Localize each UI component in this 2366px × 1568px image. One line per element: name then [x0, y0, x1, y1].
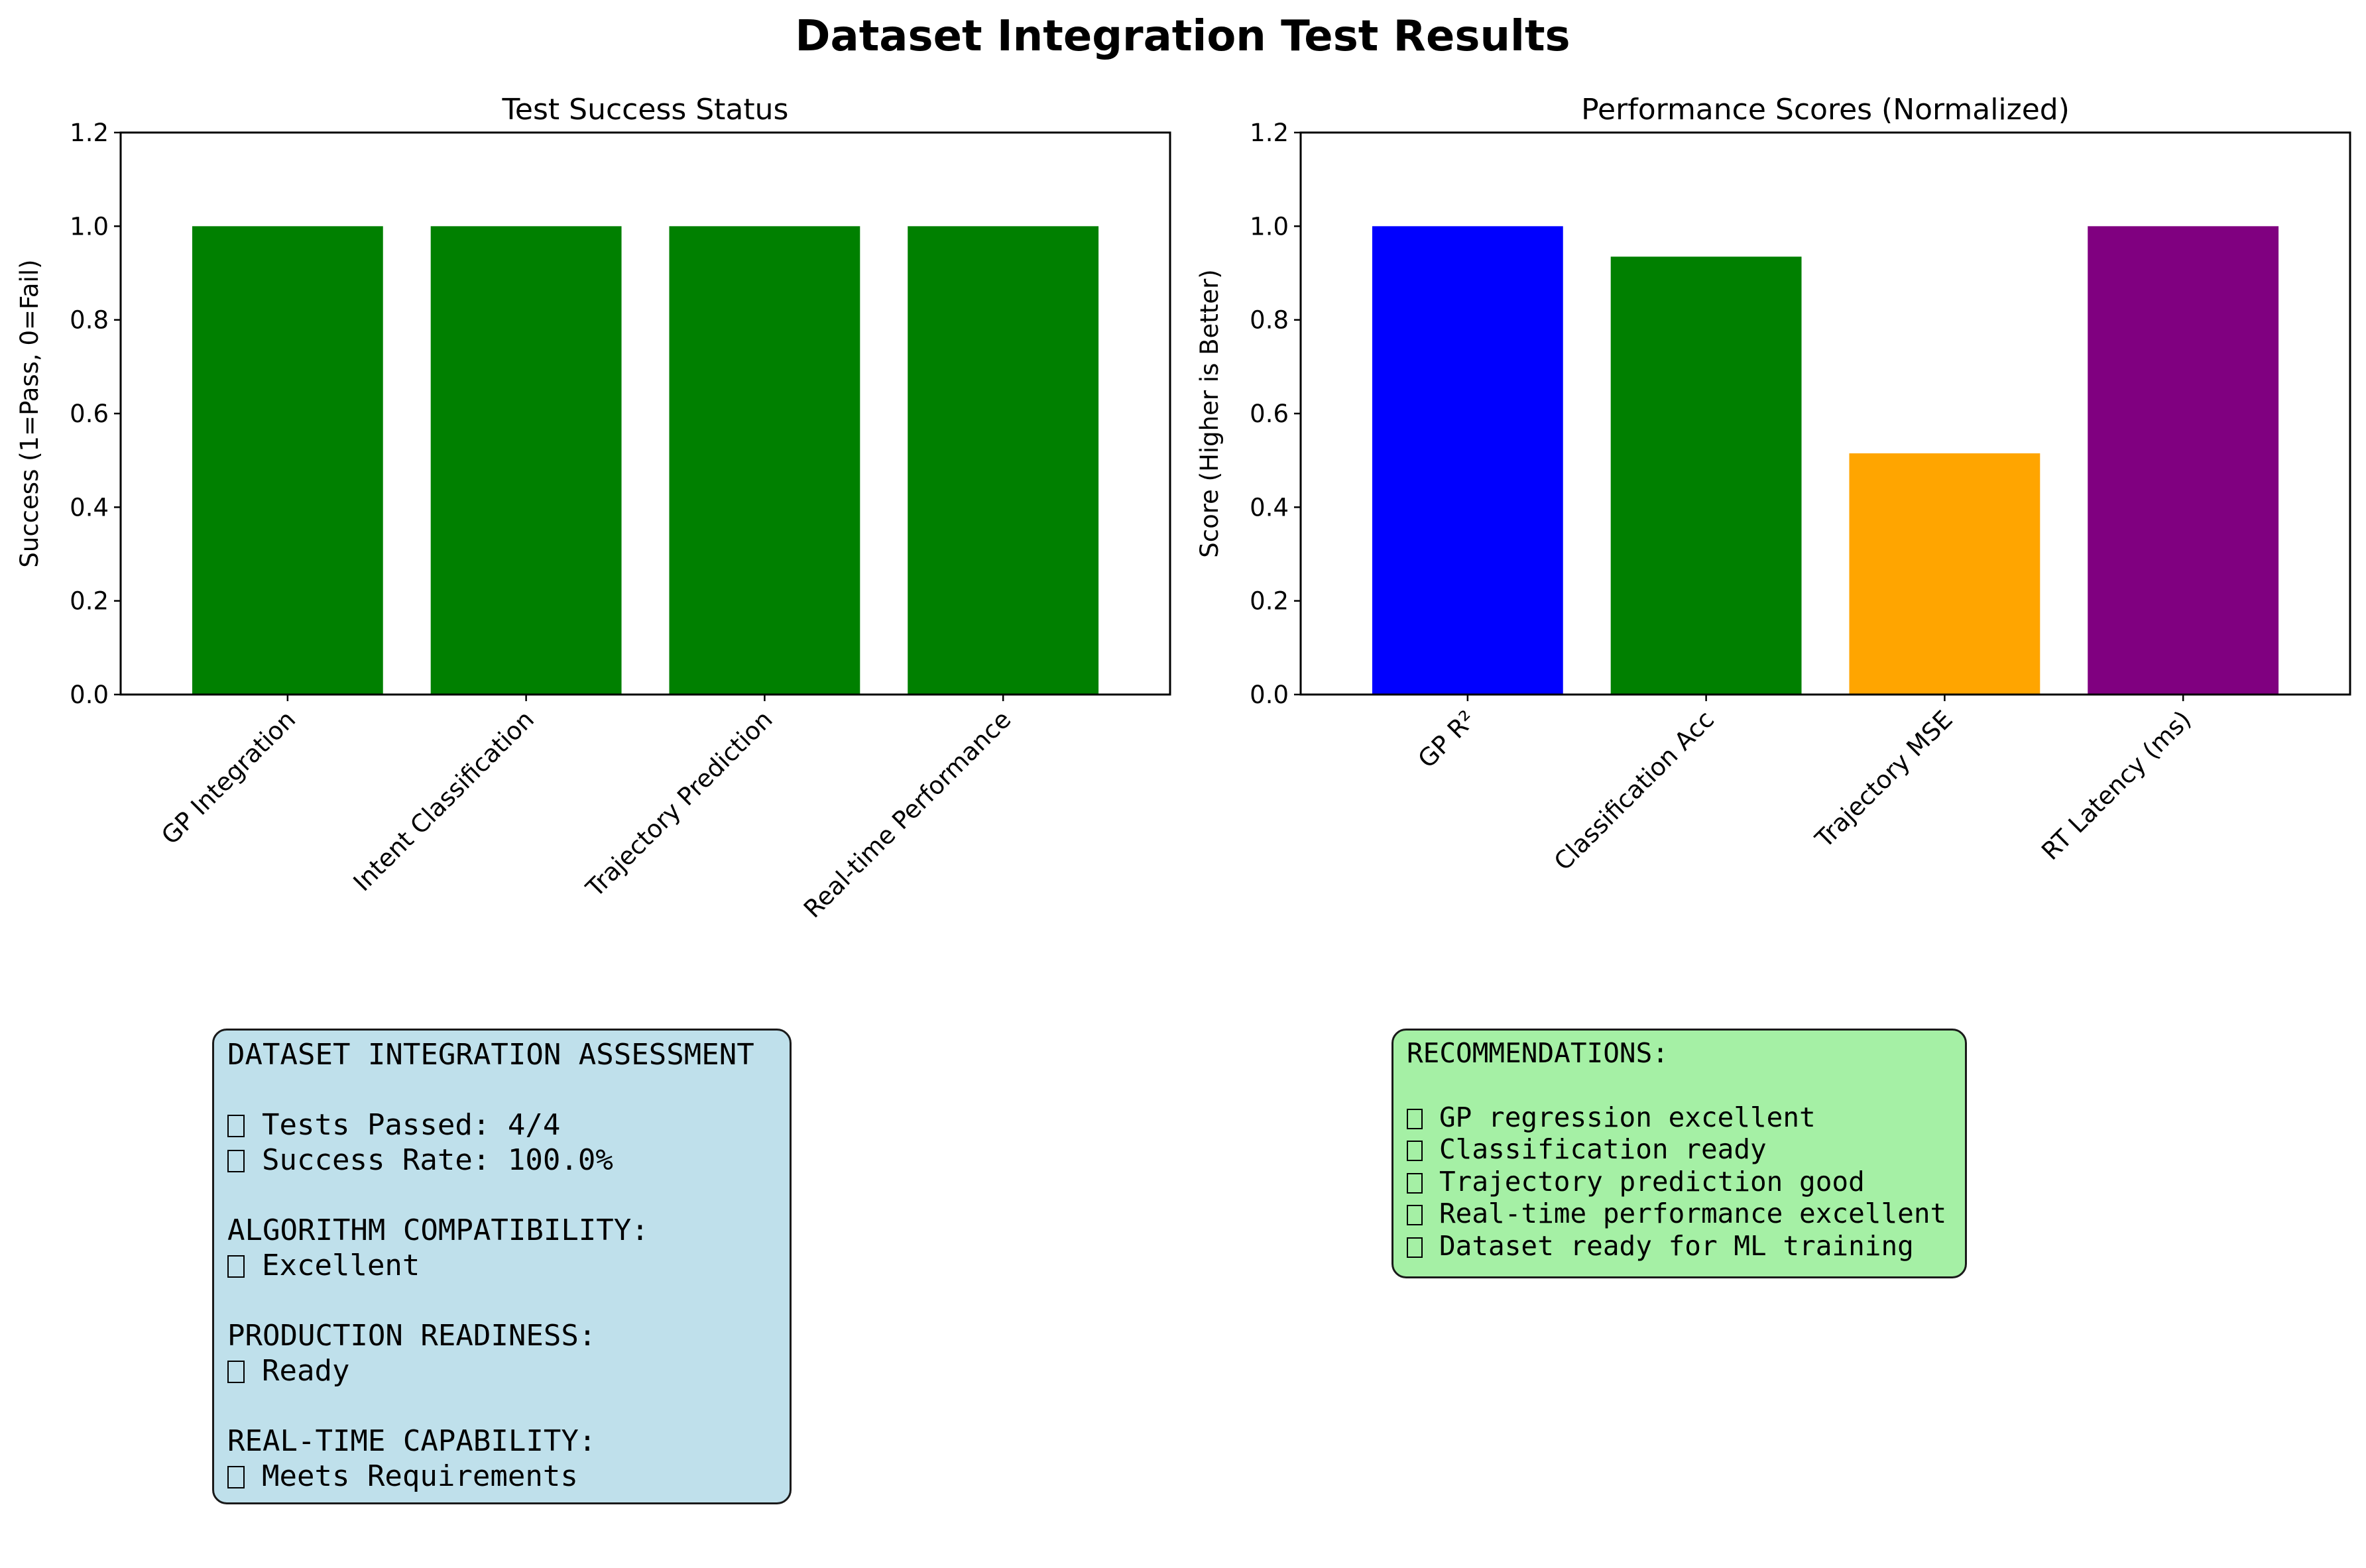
y-tick-label: 0.8: [1250, 306, 1289, 335]
missing-glyph-icon: [227, 1255, 245, 1278]
spacer: [227, 1178, 776, 1213]
y-tick-label: 0.8: [70, 306, 109, 335]
recommendation-text: Trajectory prediction good: [1439, 1165, 1865, 1198]
recommendation-item: GP regression excellent: [1407, 1101, 1952, 1134]
spacer: [1407, 1070, 1952, 1101]
missing-glyph-icon: [1407, 1172, 1423, 1194]
bar: [1610, 256, 1802, 695]
recommendation-text: Dataset ready for ML training: [1439, 1229, 1914, 1262]
rt-line: Meets Requirements: [227, 1459, 776, 1494]
tests-passed-text: Tests Passed: 4/4: [262, 1108, 561, 1142]
y-tick-label: 0.2: [1250, 587, 1289, 616]
chart-performance-scores: 0.0 0.2 0.4 0.6 0.8 1.0 1.2 GP R² Classification…: [1195, 93, 2351, 876]
missing-glyph-icon: [227, 1361, 245, 1383]
y-tick-label: 0.6: [70, 400, 109, 428]
success-rate-line: Success Rate: 100.0%: [227, 1143, 776, 1178]
recommendation-text: GP regression excellent: [1439, 1101, 1816, 1133]
recommendations-box: RECOMMENDATIONS: GP regression excellent…: [1391, 1029, 1967, 1278]
tests-passed-line: Tests Passed: 4/4: [227, 1107, 776, 1143]
rt-heading: REAL-TIME CAPABILITY:: [227, 1424, 597, 1458]
bar: [1372, 226, 1563, 695]
missing-glyph-icon: [1407, 1205, 1423, 1226]
y-tick-label: 0.0: [70, 681, 109, 709]
chart-test-success-status: 0.0 0.2 0.4 0.6 0.8 1.0 1.2 GP Integration Inten…: [15, 93, 1171, 923]
bar: [192, 226, 383, 695]
x-tick-label: Trajectory MSE: [1809, 705, 1958, 854]
bar: [908, 226, 1099, 695]
missing-glyph-icon: [1407, 1108, 1423, 1129]
missing-glyph-icon: [227, 1150, 245, 1172]
y-tick-label: 0.2: [70, 587, 109, 616]
y-tick-label: 0.4: [1250, 493, 1289, 522]
bar: [669, 226, 860, 695]
y-tick-label: 0.0: [1250, 681, 1289, 709]
recommendation-item: Classification ready: [1407, 1133, 1952, 1166]
spacer: [227, 1283, 776, 1318]
missing-glyph-icon: [227, 1466, 245, 1488]
x-tick-label: Real-time Performance: [798, 705, 1016, 923]
y-axis-label: Score (Higher is Better): [1195, 269, 1224, 558]
missing-glyph-icon: [1407, 1141, 1423, 1162]
prod-line: Ready: [227, 1353, 776, 1388]
spacer: [227, 1072, 776, 1107]
rt-value: Meets Requirements: [262, 1459, 578, 1493]
recommendation-item: Real-time performance excellent: [1407, 1198, 1952, 1230]
y-tick-label: 1.2: [70, 119, 109, 147]
bar: [2088, 226, 2279, 695]
chart-title: Test Success Status: [502, 93, 789, 127]
chart-title: Performance Scores (Normalized): [1581, 93, 2070, 127]
x-tick-label: GP R²: [1413, 705, 1481, 773]
y-tick-label: 0.6: [1250, 400, 1289, 428]
prod-heading: PRODUCTION READINESS:: [227, 1319, 597, 1353]
y-tick-label: 1.0: [1250, 212, 1289, 241]
x-tick-label: Trajectory Prediction: [580, 705, 778, 903]
recommendation-text: Real-time performance excellent: [1439, 1198, 1947, 1230]
compat-line: Excellent: [227, 1248, 776, 1283]
missing-glyph-icon: [1407, 1237, 1423, 1258]
assessment-heading: DATASET INTEGRATION ASSESSMENT: [227, 1038, 754, 1072]
y-tick-label: 0.4: [70, 493, 109, 522]
y-tick-label: 1.0: [70, 212, 109, 241]
y-tick-label: 1.2: [1250, 119, 1289, 147]
recommendation-text: Classification ready: [1439, 1133, 1767, 1166]
x-tick-label: Intent Classification: [348, 705, 540, 897]
x-tick-label: Classification Acc: [1549, 705, 1720, 876]
recommendations-heading: RECOMMENDATIONS:: [1407, 1037, 1669, 1069]
prod-value: Ready: [262, 1354, 350, 1388]
recommendation-item: Dataset ready for ML training: [1407, 1230, 1952, 1262]
x-tick-label: RT Latency (ms): [2036, 705, 2196, 866]
x-tick-label: GP Integration: [156, 705, 301, 850]
compat-value: Excellent: [262, 1249, 420, 1282]
figure-title: Dataset Integration Test Results: [795, 12, 1570, 61]
compat-heading: ALGORITHM COMPATIBILITY:: [227, 1213, 649, 1247]
bar: [1849, 453, 2041, 695]
success-rate-text: Success Rate: 100.0%: [262, 1143, 613, 1177]
assessment-box: DATASET INTEGRATION ASSESSMENT Tests Pas…: [212, 1029, 792, 1504]
bar: [430, 226, 622, 695]
missing-glyph-icon: [227, 1115, 245, 1137]
y-axis-label: Success (1=Pass, 0=Fail): [15, 259, 44, 567]
spacer: [227, 1388, 776, 1424]
recommendation-item: Trajectory prediction good: [1407, 1166, 1952, 1198]
